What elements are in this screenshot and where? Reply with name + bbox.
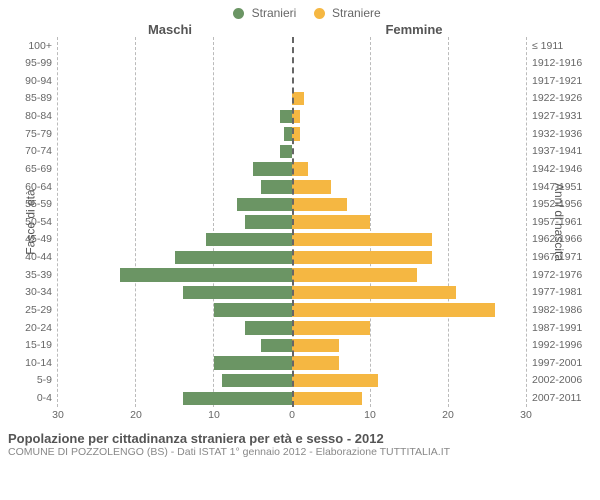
bar-male: [245, 215, 292, 228]
bar-female: [292, 303, 495, 316]
bar-male: [222, 374, 292, 387]
female-half: [292, 37, 526, 407]
age-label: 70-74: [4, 143, 52, 161]
birth-label: 1917-1921: [532, 72, 596, 90]
x-tick: 30: [520, 409, 532, 421]
bar-male: [261, 339, 292, 352]
pyramid-chart: Stranieri Straniere Maschi Femmine Fasce…: [0, 0, 600, 462]
age-label: 80-84: [4, 108, 52, 126]
bar-male: [120, 268, 292, 281]
legend-label-male: Stranieri: [252, 6, 297, 20]
legend-swatch-female: [314, 8, 325, 19]
legend-label-female: Straniere: [332, 6, 381, 20]
bar-male: [253, 162, 292, 175]
header-male: Maschi: [58, 22, 292, 37]
male-half: [58, 37, 292, 407]
bar-male: [280, 110, 292, 123]
age-label: 10-14: [4, 354, 52, 372]
bar-female: [292, 339, 339, 352]
birth-label: 1912-1916: [532, 55, 596, 73]
birth-label: 1942-1946: [532, 160, 596, 178]
birth-label: 1987-1991: [532, 319, 596, 337]
bar-female: [292, 392, 362, 405]
bar-male: [237, 198, 292, 211]
bar-female: [292, 233, 432, 246]
birth-label: 2002-2006: [532, 372, 596, 390]
age-label: 100+: [4, 37, 52, 55]
bar-female: [292, 198, 347, 211]
column-headers: Maschi Femmine: [4, 22, 596, 37]
age-label: 35-39: [4, 266, 52, 284]
birth-label: 2007-2011: [532, 390, 596, 408]
bar-female: [292, 162, 308, 175]
x-tick: 20: [130, 409, 142, 421]
bar-female: [292, 374, 378, 387]
bar-male: [284, 127, 292, 140]
y-axis-title-left: Fasce di età: [24, 189, 38, 254]
bar-male: [261, 180, 292, 193]
x-tick: 20: [442, 409, 454, 421]
bar-female: [292, 251, 432, 264]
birth-label: 1937-1941: [532, 143, 596, 161]
age-label: 5-9: [4, 372, 52, 390]
age-label: 30-34: [4, 284, 52, 302]
bar-female: [292, 215, 370, 228]
birth-label: 1927-1931: [532, 108, 596, 126]
bar-male: [214, 303, 292, 316]
x-tick: 10: [208, 409, 220, 421]
bar-male: [245, 321, 292, 334]
age-label: 15-19: [4, 337, 52, 355]
legend: Stranieri Straniere: [4, 6, 596, 20]
age-label: 90-94: [4, 72, 52, 90]
bar-male: [183, 392, 292, 405]
bar-female: [292, 356, 339, 369]
bar-male: [280, 145, 292, 158]
age-label: 20-24: [4, 319, 52, 337]
birth-label: 1992-1996: [532, 337, 596, 355]
birth-label: 1972-1976: [532, 266, 596, 284]
header-female: Femmine: [292, 22, 526, 37]
bar-female: [292, 286, 456, 299]
bar-male: [214, 356, 292, 369]
birth-label: 1932-1936: [532, 125, 596, 143]
bars-area: [58, 37, 526, 407]
bar-male: [175, 251, 292, 264]
bar-female: [292, 180, 331, 193]
birth-label: 1997-2001: [532, 354, 596, 372]
legend-swatch-male: [233, 8, 244, 19]
bar-female: [292, 268, 417, 281]
birth-label: 1982-1986: [532, 301, 596, 319]
bar-female: [292, 321, 370, 334]
x-tick: 10: [364, 409, 376, 421]
y-axis-title-right: Anni di nascita: [552, 183, 566, 261]
age-label: 75-79: [4, 125, 52, 143]
centerline: [292, 37, 294, 407]
age-label: 65-69: [4, 160, 52, 178]
x-axis: 30 20 10 0 10 20 30: [4, 409, 596, 423]
age-label: 95-99: [4, 55, 52, 73]
birth-label: 1922-1926: [532, 90, 596, 108]
x-tick: 0: [289, 409, 295, 421]
birth-label: ≤ 1911: [532, 37, 596, 55]
chart-subtitle: COMUNE DI POZZOLENGO (BS) - Dati ISTAT 1…: [4, 446, 596, 458]
plot-area: Fasce di età 100+95-9990-9485-8980-8475-…: [4, 37, 596, 407]
age-label: 85-89: [4, 90, 52, 108]
chart-title: Popolazione per cittadinanza straniera p…: [4, 431, 596, 446]
bar-male: [183, 286, 292, 299]
bar-male: [206, 233, 292, 246]
age-label: 0-4: [4, 390, 52, 408]
age-label: 25-29: [4, 301, 52, 319]
birth-label: 1977-1981: [532, 284, 596, 302]
x-tick: 30: [52, 409, 64, 421]
